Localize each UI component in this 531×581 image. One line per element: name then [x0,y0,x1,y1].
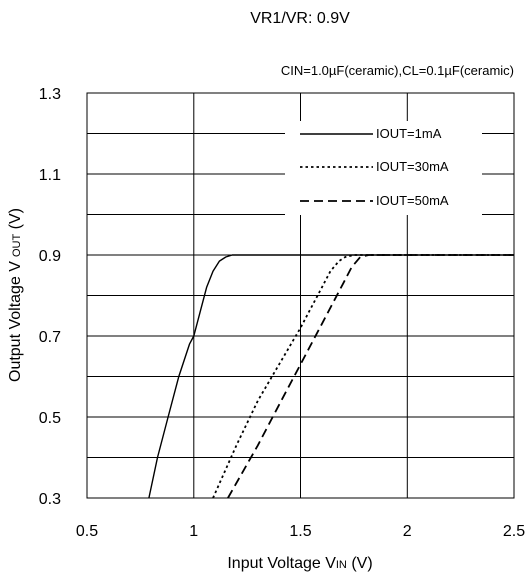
y-axis-label-unit: (V) [7,208,24,234]
chart-subtitle: CIN=1.0µF(ceramic),CL=0.1µF(ceramic) [281,63,514,78]
x-axis-label-main: Input Voltage V [227,555,336,572]
legend-label-iout-50ma: IOUT=50mA [376,193,449,208]
y-tick-label: 1.3 [39,86,61,103]
series-line-iout-1ma [148,254,514,499]
y-tick-label: 0.5 [39,410,61,427]
legend-box [285,121,482,215]
chart-title: VR1/VR: 0.9V [250,10,350,27]
x-tick-label: 2.5 [503,523,525,540]
y-axis-label-main: Output Voltage V [7,261,24,382]
y-axis-label-subscript: OUT [11,234,23,258]
x-tick-label: 2 [403,523,412,540]
series-line-iout-50ma [227,254,514,499]
y-axis-label: Output Voltage V OUT (V) [7,208,24,382]
x-axis-label: Input Voltage VIN (V) [227,555,372,572]
series-group [148,254,514,499]
y-tick-label: 0.9 [39,248,61,265]
y-tick-labels: 0.3 0.5 0.7 0.9 1.1 1.3 [39,86,61,508]
legend-label-iout-1ma: IOUT=1mA [376,126,442,141]
y-tick-label: 1.1 [39,167,61,184]
x-tick-label: 1 [189,523,198,540]
legend: IOUT=1mA IOUT=30mA IOUT=50mA [285,121,482,215]
legend-label-iout-30ma: IOUT=30mA [376,159,449,174]
y-tick-label: 0.3 [39,491,61,508]
x-tick-label: 0.5 [76,523,98,540]
x-axis-label-subscript: IN [336,559,347,571]
y-tick-label: 0.7 [39,329,61,346]
x-axis-label-unit: (V) [347,555,373,572]
x-tick-label: 1.5 [289,523,311,540]
x-tick-labels: 0.5 1 1.5 2 2.5 [76,523,525,540]
series-line-iout-30ma [212,254,514,499]
